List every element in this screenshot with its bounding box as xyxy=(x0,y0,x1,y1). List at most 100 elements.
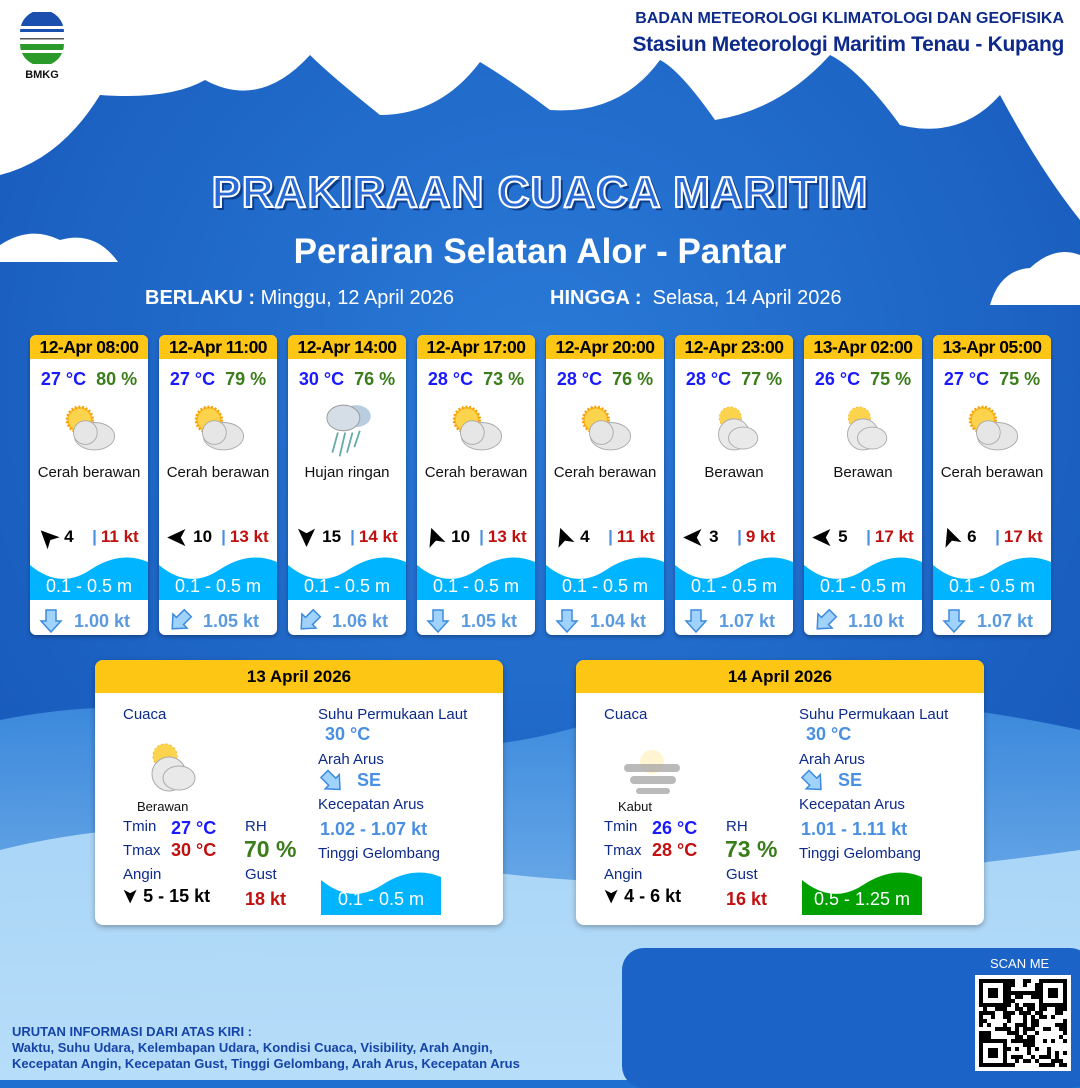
current-arrow-down-icon xyxy=(555,609,579,634)
wind-direction-arrow-icon: ➤ xyxy=(418,523,451,552)
wave-graphic xyxy=(933,550,1051,600)
valid-to-label: HINGGA : xyxy=(550,287,642,309)
bmkg-logo: BMKG xyxy=(14,10,70,81)
area-name: Perairan Selatan Alor - Pantar xyxy=(293,232,787,271)
partly-cloudy-icon xyxy=(581,405,632,451)
current-speed-label: Kecepatan Arus xyxy=(318,796,424,813)
gust-speed: 13 kt xyxy=(229,527,269,546)
wave-height: 0.1 - 0.5 m xyxy=(337,889,425,909)
wind-speed: 5 xyxy=(838,527,848,546)
station-name: Stasiun Meteorologi Maritim Tenau - Kupa… xyxy=(632,33,1064,56)
separator: | xyxy=(737,527,742,546)
forecast-card: 12-Apr 17:00 28 °C 73 % Cerah berawan ➤ … xyxy=(417,335,535,635)
air-temp: 30 °C xyxy=(298,369,345,389)
humidity: 76 % xyxy=(354,369,396,389)
org-name: BADAN METEOROLOGI KLIMATOLOGI DAN GEOFIS… xyxy=(635,10,1064,27)
gust-label: Gust xyxy=(245,866,277,883)
forecast-time: 13-Apr 02:00 xyxy=(804,335,922,359)
wave-graphic xyxy=(417,550,535,600)
daily-condition: Kabut xyxy=(618,799,652,814)
current-speed-value: 1.02 - 1.07 kt xyxy=(320,819,428,839)
wave-graphic xyxy=(546,550,664,600)
forecast-time: 12-Apr 20:00 xyxy=(546,335,664,359)
gust-speed: 11 kt xyxy=(100,527,139,546)
air-temp: 28 °C xyxy=(556,369,603,389)
humidity: 75 % xyxy=(999,369,1041,389)
wave-graphic xyxy=(321,865,441,915)
qr-code[interactable] xyxy=(975,975,1071,1071)
weather-label: Cuaca xyxy=(604,706,648,723)
current-arrow-down-left-icon xyxy=(816,608,838,630)
current-speed: 1.00 kt xyxy=(74,610,131,631)
valid-from-label: BERLAKU : xyxy=(145,287,255,309)
valid-to: HINGGA : Selasa, 14 April 2026 xyxy=(550,287,842,310)
weather-condition: Berawan xyxy=(704,464,764,481)
wave-graphic xyxy=(804,550,922,600)
wave-graphic xyxy=(802,865,922,915)
forecast-card: 13-Apr 02:00 26 °C 75 % Berawan ➤ 5 | 17… xyxy=(804,335,922,635)
rh-label: RH xyxy=(726,818,748,835)
separator: | xyxy=(92,527,97,546)
current-speed-label: Kecepatan Arus xyxy=(799,796,905,813)
current-arrow-down-icon xyxy=(942,609,966,634)
wave-label: Tinggi Gelombang xyxy=(799,845,922,862)
air-temp: 28 °C xyxy=(685,369,732,389)
air-temp: 26 °C xyxy=(814,369,861,389)
weather-condition: Cerah berawan xyxy=(940,464,1044,481)
humidity: 73 % xyxy=(483,369,525,389)
forecast-card: 13-Apr 05:00 27 °C 75 % Cerah berawan ➤ … xyxy=(933,335,1051,635)
wave-height: 0.1 - 0.5 m xyxy=(819,576,907,596)
partly-cloudy-icon xyxy=(194,405,245,451)
air-temp: 28 °C xyxy=(427,369,474,389)
cloudy-icon xyxy=(718,406,759,451)
daily-summary-panel: 14 April 2026 Cuaca Kabut Tmin 26 °C Tmax… xyxy=(576,660,984,925)
gust-value: 18 kt xyxy=(245,889,287,909)
footer-line: Waktu, Suhu Udara, Kelembapan Udara, Kon… xyxy=(12,1040,493,1055)
valid-to-date: Selasa, 14 April 2026 xyxy=(652,287,842,309)
sst-label: Suhu Permukaan Laut xyxy=(318,706,468,723)
current-arrow-down-icon xyxy=(800,769,822,791)
wind-direction-arrow-icon: ➤ xyxy=(683,524,704,551)
current-arrow-down-icon xyxy=(319,769,341,791)
page-title: PRAKIRAAN CUACA MARITIM xyxy=(211,167,869,218)
current-arrow-down-left-icon xyxy=(300,608,322,630)
wind-speed: 6 xyxy=(967,527,977,546)
gust-speed: 13 kt xyxy=(487,527,527,546)
forecast-time: 12-Apr 17:00 xyxy=(417,335,535,359)
rh-value: 73 % xyxy=(725,836,778,862)
tmax-value: 30 °C xyxy=(171,840,217,860)
air-temp: 27 °C xyxy=(943,369,990,389)
humidity: 76 % xyxy=(612,369,654,389)
wave-label: Tinggi Gelombang xyxy=(318,845,441,862)
air-temp: 27 °C xyxy=(169,369,216,389)
current-speed: 1.06 kt xyxy=(332,610,389,631)
rh-label: RH xyxy=(245,818,267,835)
gust-label: Gust xyxy=(726,866,758,883)
wave-height: 0.5 - 1.25 m xyxy=(813,889,911,909)
weather-condition: Cerah berawan xyxy=(553,464,657,481)
tmax-label: Tmax xyxy=(604,842,642,859)
forecast-card: 12-Apr 14:00 30 °C 76 % Hujan ringan ➤ 1… xyxy=(288,335,406,635)
gust-speed: 14 kt xyxy=(358,527,398,546)
tmin-value: 27 °C xyxy=(171,818,217,838)
gust-speed: 11 kt xyxy=(616,527,655,546)
wind-speed: 3 xyxy=(709,527,719,546)
wave-height: 0.1 - 0.5 m xyxy=(174,576,262,596)
wave-graphic xyxy=(675,550,793,600)
wave-height: 0.1 - 0.5 m xyxy=(303,576,391,596)
separator: | xyxy=(350,527,355,546)
current-speed: 1.07 kt xyxy=(719,610,776,631)
separator: | xyxy=(479,527,484,546)
wave-height: 0.1 - 0.5 m xyxy=(561,576,649,596)
qr-code-icon xyxy=(979,979,1067,1067)
wind-speed: 10 xyxy=(451,527,471,546)
sst-value: 30 °C xyxy=(806,724,852,744)
weather-label: Cuaca xyxy=(123,706,167,723)
humidity: 80 % xyxy=(96,369,138,389)
wind-direction-arrow-icon: ➤ xyxy=(812,524,833,551)
wind-speed: 10 xyxy=(193,527,213,546)
wind-label: Angin xyxy=(604,866,643,883)
humidity: 79 % xyxy=(225,369,267,389)
wind-direction-arrow-icon: ➤ xyxy=(167,524,188,551)
wind-direction-arrow-icon: ➤ xyxy=(293,526,321,548)
